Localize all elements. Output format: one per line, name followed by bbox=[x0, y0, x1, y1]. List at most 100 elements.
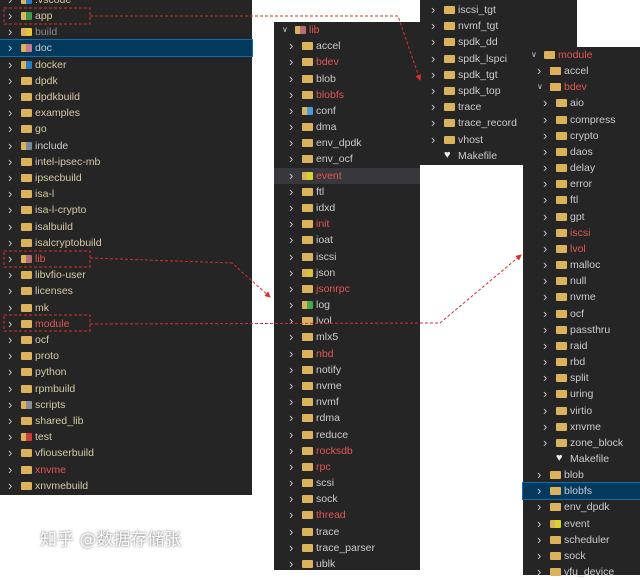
chevron-right-icon[interactable]: › bbox=[537, 547, 542, 563]
file-item-makefile[interactable]: ♥ Makefile bbox=[420, 148, 523, 164]
folder-item-dpdkbuild[interactable]: › dpdkbuild bbox=[0, 89, 252, 105]
chevron-right-icon[interactable]: › bbox=[543, 224, 548, 240]
folder-item-bdev[interactable]: › bdev bbox=[274, 54, 420, 70]
chevron-right-icon[interactable]: › bbox=[8, 380, 13, 396]
folder-item-virtio[interactable]: › virtio bbox=[523, 403, 640, 419]
chevron-right-icon[interactable]: › bbox=[8, 56, 13, 72]
folder-item-notify[interactable]: › notify bbox=[274, 362, 420, 378]
chevron-right-icon[interactable]: › bbox=[289, 102, 294, 118]
chevron-right-icon[interactable]: › bbox=[289, 216, 294, 232]
chevron-right-icon[interactable]: › bbox=[537, 483, 542, 499]
folder-item-shared-lib[interactable]: › shared_lib bbox=[0, 413, 252, 429]
folder-item-malloc[interactable]: › malloc bbox=[523, 257, 640, 273]
folder-item-sock[interactable]: › sock bbox=[274, 491, 420, 507]
chevron-right-icon[interactable]: › bbox=[289, 264, 294, 280]
chevron-right-icon[interactable]: › bbox=[431, 131, 436, 147]
folder-item-iscsi-tgt[interactable]: › iscsi_tgt bbox=[420, 2, 523, 18]
chevron-right-icon[interactable]: › bbox=[289, 248, 294, 264]
folder-item-nbd[interactable]: › nbd bbox=[274, 346, 420, 362]
chevron-right-icon[interactable]: › bbox=[8, 24, 13, 40]
folder-item-trace[interactable]: › trace bbox=[420, 99, 523, 115]
folder-item-sock[interactable]: › sock bbox=[523, 548, 640, 564]
folder-item-nvme[interactable]: › nvme bbox=[523, 289, 640, 305]
folder-item-json[interactable]: › json bbox=[274, 265, 420, 281]
folder-item-proto[interactable]: › proto bbox=[0, 348, 252, 364]
chevron-right-icon[interactable]: › bbox=[8, 234, 13, 250]
chevron-right-icon[interactable]: › bbox=[431, 66, 436, 82]
chevron-right-icon[interactable]: › bbox=[289, 410, 294, 426]
chevron-right-icon[interactable]: › bbox=[431, 83, 436, 98]
chevron-right-icon[interactable]: › bbox=[289, 345, 294, 361]
folder-item-env-dpdk[interactable]: › env_dpdk bbox=[274, 135, 420, 151]
folder-item-delay[interactable]: › delay bbox=[523, 160, 640, 176]
folder-item-passthru[interactable]: › passthru bbox=[523, 322, 640, 338]
folder-item-scsi[interactable]: › scsi bbox=[274, 475, 420, 491]
folder-item-uring[interactable]: › uring bbox=[523, 386, 640, 402]
folder-item-compress[interactable]: › compress bbox=[523, 112, 640, 128]
folder-item-isa-l-crypto[interactable]: › isa-l-crypto bbox=[0, 202, 252, 218]
chevron-right-icon[interactable]: › bbox=[8, 72, 13, 88]
chevron-right-icon[interactable]: › bbox=[543, 176, 548, 192]
folder-item-accel[interactable]: › accel bbox=[274, 38, 420, 54]
chevron-right-icon[interactable]: › bbox=[543, 95, 548, 111]
chevron-right-icon[interactable]: › bbox=[289, 377, 294, 393]
chevron-right-icon[interactable]: › bbox=[8, 315, 13, 331]
chevron-right-icon[interactable]: › bbox=[543, 321, 548, 337]
folder-item-conf[interactable]: › conf bbox=[274, 103, 420, 119]
folder-item-gpt[interactable]: › gpt bbox=[523, 209, 640, 225]
folder-item-vhost[interactable]: › vhost bbox=[420, 132, 523, 148]
folder-item-trace-parser[interactable]: › trace_parser bbox=[274, 540, 420, 556]
chevron-right-icon[interactable]: › bbox=[289, 38, 294, 54]
chevron-right-icon[interactable]: › bbox=[289, 394, 294, 410]
chevron-right-icon[interactable]: › bbox=[8, 40, 13, 56]
chevron-right-icon[interactable]: › bbox=[289, 313, 294, 329]
folder-item-nvmf-tgt[interactable]: › nvmf_tgt bbox=[420, 18, 523, 34]
folder-item-reduce[interactable]: › reduce bbox=[274, 427, 420, 443]
folder-item-module[interactable]: ∨ module bbox=[523, 47, 640, 63]
chevron-right-icon[interactable]: › bbox=[8, 218, 13, 234]
file-item-makefile[interactable]: ♥ Makefile bbox=[523, 451, 640, 467]
chevron-right-icon[interactable]: › bbox=[8, 477, 13, 493]
chevron-right-icon[interactable]: › bbox=[543, 402, 548, 418]
chevron-right-icon[interactable]: › bbox=[543, 257, 548, 273]
chevron-right-icon[interactable]: › bbox=[8, 299, 13, 315]
folder-item-nvme[interactable]: › nvme bbox=[274, 378, 420, 394]
folder-item-crypto[interactable]: › crypto bbox=[523, 128, 640, 144]
folder-item-ftl[interactable]: › ftl bbox=[274, 184, 420, 200]
chevron-right-icon[interactable]: › bbox=[431, 115, 436, 131]
chevron-right-icon[interactable]: › bbox=[289, 280, 294, 296]
folder-item-rocksdb[interactable]: › rocksdb bbox=[274, 443, 420, 459]
chevron-right-icon[interactable]: › bbox=[8, 348, 13, 364]
folder-item-build[interactable]: › build bbox=[0, 24, 252, 40]
chevron-right-icon[interactable]: › bbox=[289, 329, 294, 345]
chevron-right-icon[interactable]: › bbox=[543, 337, 548, 353]
chevron-right-icon[interactable]: › bbox=[431, 99, 436, 115]
folder-item-init[interactable]: › init bbox=[274, 216, 420, 232]
folder-item-accel[interactable]: › accel bbox=[523, 63, 640, 79]
chevron-right-icon[interactable]: › bbox=[289, 475, 294, 491]
chevron-right-icon[interactable]: › bbox=[289, 539, 294, 555]
folder-item-spdk-dd[interactable]: › spdk_dd bbox=[420, 34, 523, 50]
folder-item-vfiouserbuild[interactable]: › vfiouserbuild bbox=[0, 445, 252, 461]
folder-item-xnvmebuild[interactable]: › xnvmebuild bbox=[0, 478, 252, 494]
folder-item-nvmf[interactable]: › nvmf bbox=[274, 394, 420, 410]
chevron-right-icon[interactable]: › bbox=[537, 63, 542, 79]
chevron-down-icon[interactable]: ∨ bbox=[531, 50, 537, 59]
chevron-right-icon[interactable]: › bbox=[537, 531, 542, 547]
folder-item-error[interactable]: › error bbox=[523, 176, 640, 192]
chevron-down-icon[interactable]: ∨ bbox=[282, 25, 288, 34]
chevron-right-icon[interactable]: › bbox=[431, 18, 436, 34]
chevron-right-icon[interactable]: › bbox=[8, 89, 13, 104]
chevron-right-icon[interactable]: › bbox=[543, 192, 548, 208]
chevron-right-icon[interactable]: › bbox=[289, 361, 294, 377]
folder-item-ftl[interactable]: › ftl bbox=[523, 192, 640, 208]
folder-item-go[interactable]: › go bbox=[0, 121, 252, 137]
chevron-right-icon[interactable]: › bbox=[289, 523, 294, 539]
folder-item-intel-ipsec-mb[interactable]: › intel-ipsec-mb bbox=[0, 154, 252, 170]
folder-item-docker[interactable]: › docker bbox=[0, 57, 252, 73]
chevron-right-icon[interactable]: › bbox=[8, 121, 13, 137]
chevron-right-icon[interactable]: › bbox=[8, 429, 13, 445]
chevron-right-icon[interactable]: › bbox=[8, 445, 13, 461]
folder-item-blobfs[interactable]: › blobfs bbox=[274, 87, 420, 103]
chevron-right-icon[interactable]: › bbox=[8, 170, 13, 185]
